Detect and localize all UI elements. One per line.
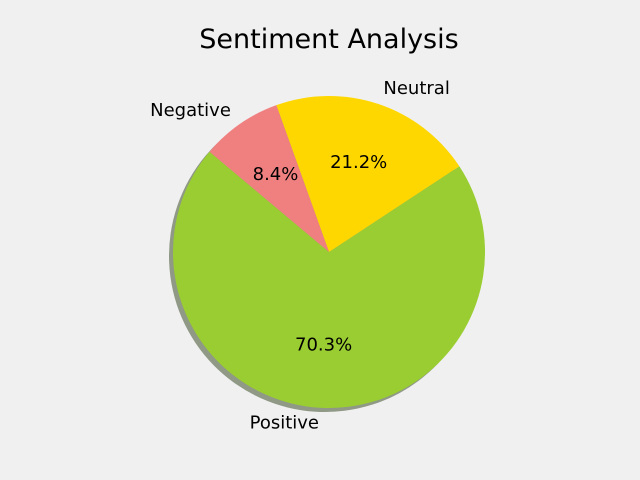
slice-percent-negative: 8.4% [253,164,299,185]
pie-slice-negative [209,105,329,252]
slice-label-negative: Negative [150,100,231,121]
pie-slice-neutral [276,96,460,252]
slice-percent-neutral: 21.2% [330,152,387,173]
pie-slice-layer [173,96,486,409]
pie-label-layer: Positive 70.3% Neutral 21.2% Negative 8.4% [150,78,450,433]
pie-slice-positive [173,151,486,409]
chart-title: Sentiment Analysis [199,24,458,55]
slice-percent-positive: 70.3% [295,334,352,355]
slice-label-positive: Positive [250,412,319,433]
slice-label-neutral: Neutral [383,78,449,99]
